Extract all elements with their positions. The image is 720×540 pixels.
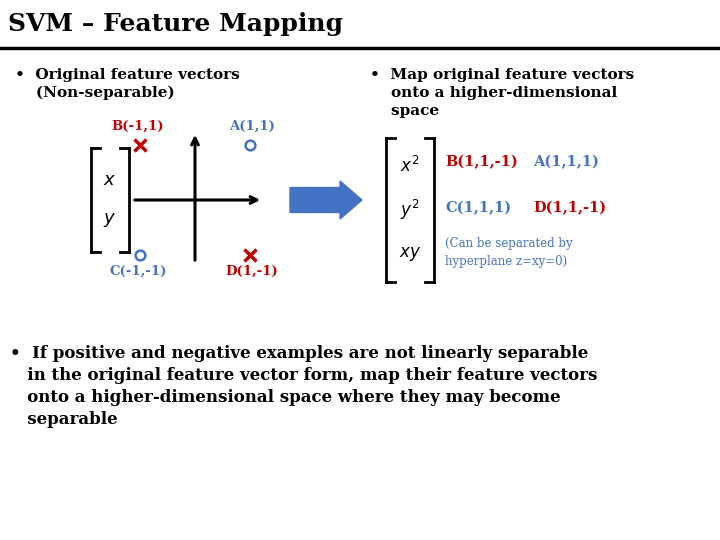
Text: A(1,1,1): A(1,1,1): [533, 155, 599, 169]
Text: in the original feature vector form, map their feature vectors: in the original feature vector form, map…: [10, 367, 598, 384]
Text: C(1,1,1): C(1,1,1): [445, 201, 511, 215]
Text: •  If positive and negative examples are not linearly separable: • If positive and negative examples are …: [10, 345, 588, 362]
Text: A(1,1): A(1,1): [229, 120, 275, 133]
Text: SVM – Feature Mapping: SVM – Feature Mapping: [8, 12, 343, 36]
Text: B(-1,1): B(-1,1): [112, 120, 164, 133]
Text: $x$: $x$: [104, 171, 117, 189]
Text: separable: separable: [10, 411, 117, 428]
Text: C(-1,-1): C(-1,-1): [109, 265, 167, 278]
Text: (Non-separable): (Non-separable): [15, 86, 175, 100]
FancyArrow shape: [290, 181, 362, 219]
Text: D(1,1,-1): D(1,1,-1): [533, 201, 606, 215]
Text: B(1,1,-1): B(1,1,-1): [445, 155, 518, 169]
Text: $x^2$: $x^2$: [400, 156, 420, 176]
Text: onto a higher-dimensional space where they may become: onto a higher-dimensional space where th…: [10, 389, 561, 406]
Text: •  Map original feature vectors: • Map original feature vectors: [370, 68, 634, 82]
Text: $xy$: $xy$: [399, 245, 421, 263]
Text: $y^2$: $y^2$: [400, 198, 420, 222]
Text: space: space: [370, 104, 439, 118]
Text: D(1,-1): D(1,-1): [225, 265, 279, 278]
Text: $y$: $y$: [104, 211, 117, 229]
Text: onto a higher-dimensional: onto a higher-dimensional: [370, 86, 617, 100]
Text: •  Original feature vectors: • Original feature vectors: [15, 68, 240, 82]
Text: (Can be separated by
hyperplane z=xy=0): (Can be separated by hyperplane z=xy=0): [445, 237, 572, 267]
